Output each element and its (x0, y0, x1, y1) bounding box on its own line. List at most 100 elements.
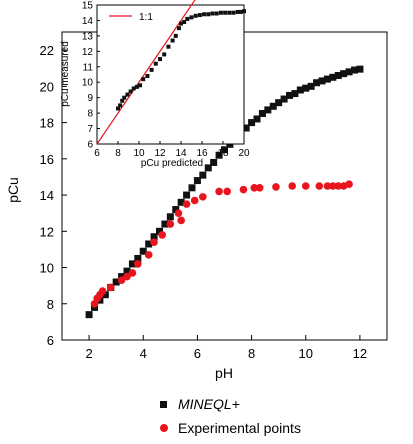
inset-x-tick-label: 6 (94, 148, 100, 159)
mineql-point (199, 171, 207, 179)
inset-x-tick-label: 10 (133, 148, 145, 159)
mineql-point (85, 311, 93, 319)
mineql-point (128, 260, 136, 268)
inset-point (128, 89, 133, 94)
mineql-point (269, 102, 277, 110)
inset-point (125, 92, 130, 97)
experimental-point (144, 251, 153, 259)
mineql-point (302, 84, 310, 92)
inset-x-axis-title: pCu predicted (141, 158, 203, 169)
inset-point (242, 9, 246, 14)
mineql-point (150, 233, 158, 241)
mineql-point (161, 220, 169, 228)
mineql-point (166, 213, 174, 221)
experimental-point (177, 216, 185, 225)
mineql-point (264, 106, 272, 114)
inset-point (214, 11, 219, 16)
inset-point (182, 19, 187, 24)
inset-point (173, 33, 178, 38)
inset-x-tick-label: 16 (196, 148, 208, 159)
inset-y-tick-label: 7 (87, 124, 93, 135)
inset-point (158, 57, 162, 62)
mineql-point (188, 184, 196, 192)
experimental-point (166, 220, 175, 228)
main-axis-ticks: 2 4 6 8 10 12 6 8 10 12 14 16 18 20 22 (40, 43, 368, 361)
y-tick-label: 16 (40, 152, 54, 167)
mineql-point (356, 65, 364, 73)
x-axis-title: pH (215, 365, 233, 381)
mineql-point (193, 177, 201, 185)
mineql-point (183, 191, 191, 199)
x-tick-label: 12 (353, 346, 367, 361)
mineql-point (340, 70, 348, 78)
inset-point (179, 21, 183, 26)
experimental-point (239, 185, 248, 194)
experimental-point (301, 182, 310, 190)
legend-marker-mineql (160, 401, 167, 408)
inset-legend-label: 1:1 (139, 12, 153, 23)
inset-y-tick-label: 11 (83, 62, 94, 73)
experimental-point (134, 260, 142, 268)
mineql-point (329, 73, 337, 81)
inset-point (153, 61, 158, 66)
inset-point (235, 9, 240, 14)
experimental-point (223, 187, 232, 196)
mineql-point (334, 71, 342, 79)
inset-point (193, 13, 198, 18)
y-tick-label: 10 (40, 261, 54, 276)
inset-y-tick-label: 13 (82, 31, 94, 42)
inset-point (231, 10, 236, 15)
mineql-point (318, 77, 326, 85)
inset-point (206, 12, 211, 17)
y-tick-label: 8 (47, 297, 54, 312)
mineql-point (296, 86, 304, 94)
x-tick-label: 10 (299, 346, 313, 361)
mineql-point (145, 240, 153, 248)
experimental-point (315, 182, 324, 190)
inset-point (176, 26, 181, 31)
experimental-point (106, 283, 115, 292)
inset-point (134, 84, 139, 89)
mineql-point (123, 267, 131, 275)
y-tick-label: 12 (40, 224, 54, 239)
inset-plot: 6 8 10 12 14 16 18 20 6 7 8 9 10 11 12 13 14 15 1:1 pCu p… (60, 0, 250, 169)
experimental-point (174, 209, 183, 217)
inset-point (227, 10, 232, 15)
experimental-point (323, 182, 332, 190)
inset-point (223, 10, 228, 15)
inset-point (145, 74, 150, 79)
inset-y-tick-label: 8 (87, 109, 93, 120)
experimental-point (288, 182, 297, 190)
inset-y-tick-label: 12 (82, 47, 94, 58)
inset-x-tick-label: 8 (115, 148, 121, 159)
experimental-point (128, 269, 137, 277)
mineql-point (172, 206, 180, 214)
experimental-point (250, 184, 259, 192)
mineql-point (286, 91, 293, 99)
mineql-point (139, 247, 147, 255)
mineql-point (258, 110, 266, 118)
mineql-point (351, 66, 358, 74)
mineql-point (313, 79, 321, 87)
mineql-point (215, 151, 223, 159)
inset-x-tick-label: 14 (175, 148, 187, 159)
inset-x-tick-label: 12 (154, 148, 166, 159)
experimental-point (329, 182, 337, 190)
y-tick-label: 14 (40, 188, 54, 203)
inset-point (149, 67, 154, 72)
inset-point (238, 9, 243, 14)
experimental-point (345, 180, 353, 188)
mineql-point (248, 119, 256, 127)
inset-y-tick-label: 9 (87, 93, 93, 104)
legend: MINEQL+ Experimental points (160, 396, 301, 436)
mineql-point (280, 95, 288, 103)
x-tick-label: 8 (248, 346, 255, 361)
mineql-point (307, 82, 315, 90)
experimental-point (272, 183, 280, 191)
inset-point (185, 16, 190, 21)
mineql-point (134, 254, 142, 262)
mineql-point (253, 115, 261, 123)
inset-y-tick-label: 15 (82, 1, 94, 12)
experimental-point (117, 276, 126, 285)
y-axis-title: pCu (5, 177, 21, 203)
